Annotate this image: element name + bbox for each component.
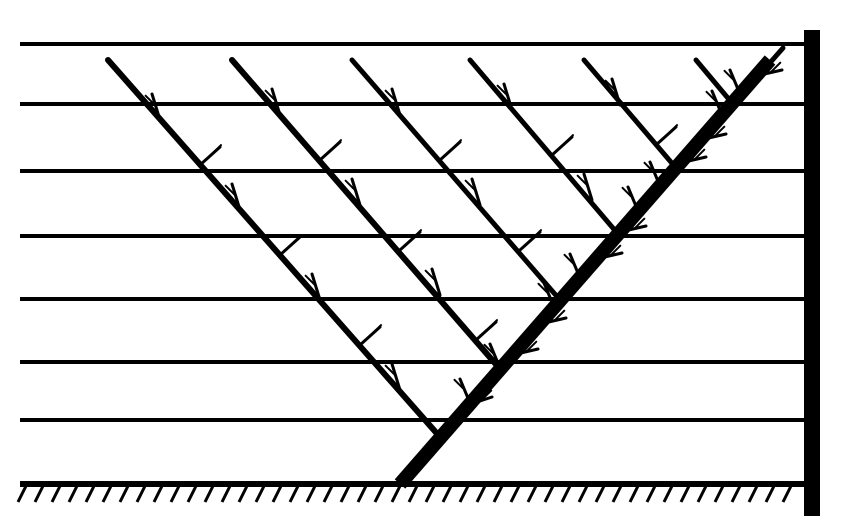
ground-line bbox=[18, 484, 804, 502]
espalier-diagram bbox=[0, 0, 852, 518]
diagram-svg bbox=[0, 0, 852, 518]
main-branches bbox=[108, 48, 783, 450]
trellis-wires bbox=[20, 44, 812, 420]
twigs bbox=[146, 63, 782, 405]
